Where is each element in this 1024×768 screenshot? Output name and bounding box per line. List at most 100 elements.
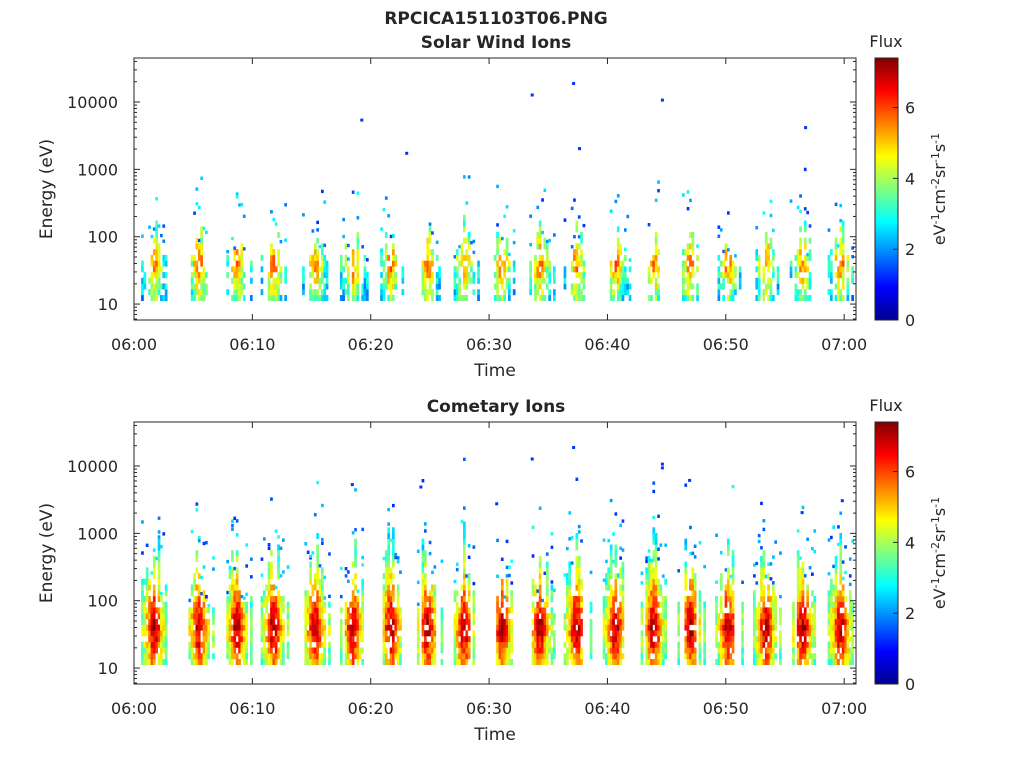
heatmap-cell: [738, 277, 742, 284]
heatmap-cell: [799, 260, 802, 267]
heatmap-cell: [645, 556, 648, 560]
heatmap-cell: [693, 544, 697, 548]
heatmap-cell: [650, 624, 653, 631]
heatmap-cell: [724, 636, 728, 643]
heatmap-cell: [848, 582, 852, 586]
heatmap-cell: [148, 636, 151, 643]
heatmap-cell: [844, 641, 847, 648]
heatmap-cell: [568, 584, 572, 591]
heatmap-cell: [431, 659, 434, 665]
heatmap-cell: [545, 630, 549, 637]
heatmap-cell: [231, 555, 234, 562]
heatmap-cell: [830, 636, 833, 643]
heatmap-cell: [152, 630, 156, 637]
heatmap-cell: [465, 601, 469, 608]
heatmap-cell: [729, 295, 733, 301]
heatmap-cell: [496, 232, 499, 238]
heatmap-cell: [267, 578, 271, 585]
heatmap-cell: [729, 624, 733, 631]
heatmap-cell: [570, 601, 574, 608]
heatmap-cell: [803, 641, 807, 648]
heatmap-cell: [145, 590, 149, 597]
heatmap-cell: [148, 659, 151, 665]
heatmap-cell: [228, 618, 232, 625]
heatmap-cell: [505, 205, 509, 209]
heatmap-cell: [614, 578, 618, 585]
heatmap-cell: [621, 641, 625, 648]
heatmap-cell: [421, 538, 425, 545]
heatmap-cell: [321, 249, 324, 256]
heatmap-cell: [715, 624, 718, 631]
heatmap-cell: [698, 659, 702, 665]
heatmap-cell: [760, 636, 763, 643]
heatmap-cell: [755, 226, 759, 230]
heatmap-cell: [545, 283, 549, 290]
heatmap-cell: [424, 260, 427, 267]
heatmap-cell: [536, 618, 540, 625]
heatmap-cell: [416, 659, 420, 665]
heatmap-cell: [250, 596, 253, 602]
heatmap-cell: [846, 659, 850, 665]
heatmap-cell: [141, 551, 144, 555]
heatmap-cell: [531, 525, 535, 529]
heatmap-cell: [433, 641, 437, 648]
heatmap-cell: [392, 555, 395, 562]
heatmap-cell: [764, 630, 768, 637]
heatmap-cell: [309, 613, 312, 620]
heatmap-cell: [772, 624, 775, 631]
heatmap-cell: [394, 272, 398, 279]
heatmap-cell: [242, 630, 246, 637]
heatmap-cell: [764, 618, 768, 625]
heatmap-cell: [566, 584, 569, 591]
heatmap-cell: [715, 607, 718, 614]
solar-wind-panel: Solar Wind Ions 06:00 06:10 06:20 06:30 06:4…: [37, 32, 949, 381]
heatmap-cell: [769, 647, 773, 654]
heatmap-cell: [607, 641, 611, 648]
heatmap-cell: [808, 618, 812, 625]
heatmap-cell: [157, 584, 161, 591]
heatmap-cell: [270, 289, 273, 296]
heatmap-cell: [354, 653, 357, 660]
heatmap-cell: [321, 641, 324, 648]
heatmap-cell: [193, 272, 196, 279]
heatmap-cell: [508, 289, 511, 296]
heatmap-cell: [563, 653, 567, 660]
heatmap-cell: [605, 607, 608, 614]
heatmap-cell: [143, 653, 147, 660]
heatmap-cell: [250, 277, 253, 284]
heatmap-cell: [832, 607, 835, 614]
heatmap-cell: [200, 249, 203, 256]
heatmap-cell: [226, 636, 229, 643]
heatmap-cell: [361, 584, 364, 591]
heatmap-cell: [841, 576, 845, 581]
heatmap-cell: [573, 596, 576, 602]
heatmap-cell: [463, 578, 466, 585]
heatmap-cell: [428, 283, 432, 290]
heatmap-cell: [529, 283, 532, 290]
heatmap-cell: [193, 630, 196, 637]
heatmap-cell: [543, 613, 547, 620]
heatmap-cell: [696, 266, 699, 273]
heatmap-cell: [691, 647, 695, 654]
heatmap-cell: [424, 590, 427, 597]
heatmap-cell: [803, 237, 807, 244]
heatmap-cell: [698, 541, 702, 545]
heatmap-cell: [563, 218, 567, 222]
heatmap-cell: [354, 584, 357, 591]
heatmap-cell: [263, 647, 266, 654]
heatmap-cell: [270, 607, 273, 614]
heatmap-cell: [760, 561, 763, 568]
heatmap-cell: [240, 594, 244, 599]
heatmap-cell: [279, 659, 283, 665]
heatmap-cell: [755, 607, 759, 614]
heatmap-cell: [240, 277, 244, 284]
heatmap-cell: [505, 653, 509, 660]
heatmap-cell: [382, 590, 386, 597]
heatmap-cell: [848, 557, 852, 561]
heatmap-cell: [719, 596, 723, 602]
heatmap-cell: [609, 647, 613, 654]
heatmap-cell: [801, 624, 805, 631]
heatmap-cell: [356, 191, 360, 195]
heatmap-cell: [270, 497, 273, 501]
heatmap-cell: [150, 260, 154, 267]
